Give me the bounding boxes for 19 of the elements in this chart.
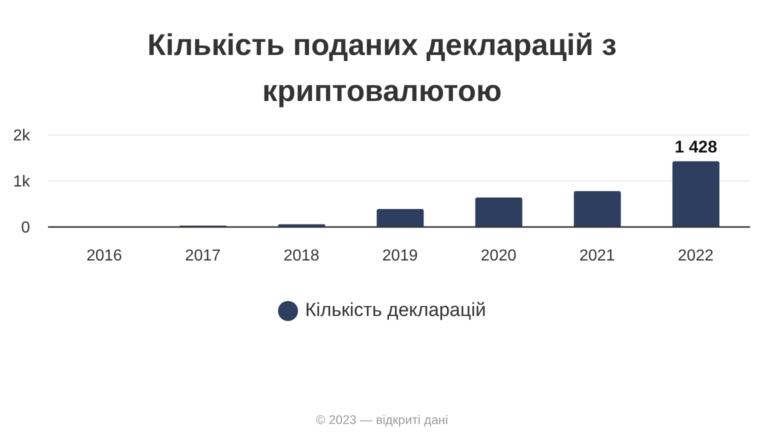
x-tick-label: 2016 (86, 247, 122, 264)
bar (672, 161, 720, 227)
bar (376, 209, 424, 227)
bar (475, 198, 522, 227)
text: © 2023 — відкриті дані (316, 413, 448, 427)
x-tick-label: 2019 (382, 247, 418, 264)
data-label: 1 428 (674, 137, 718, 156)
bar (278, 224, 326, 227)
x-tick-label: 2017 (185, 247, 221, 264)
x-tick-label: 2022 (678, 247, 714, 264)
x-tick-label: 2021 (579, 247, 616, 264)
y-tick-label: 1k (13, 174, 31, 191)
x-tick-label: 2020 (480, 247, 516, 264)
x-tick-label: 2018 (284, 247, 320, 264)
legend-label: Кількість декларацій (305, 300, 486, 322)
y-tick-label: 2k (13, 128, 31, 145)
y-tick-label: 0 (21, 220, 30, 237)
chart-title: Кількість поданих декларацій з криптовалютою (146, 28, 618, 110)
bar (574, 191, 621, 227)
